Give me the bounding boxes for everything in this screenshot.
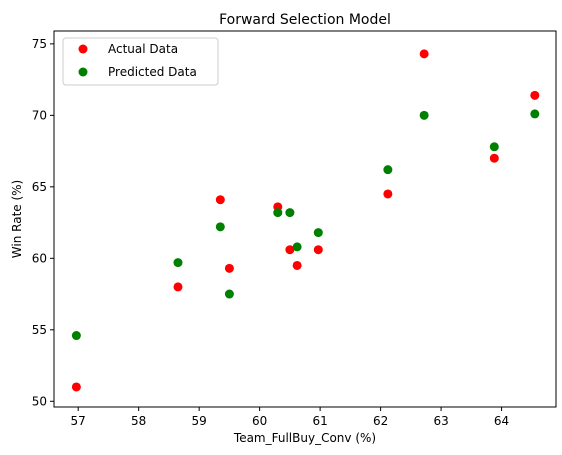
predicted-data-point — [224, 289, 234, 299]
predicted-data-point — [215, 222, 225, 232]
predicted-data-point — [313, 228, 323, 238]
legend-frame — [62, 37, 219, 86]
actual-data-point — [383, 189, 393, 199]
actual-data-point — [71, 382, 81, 392]
x-tick-label: 58 — [131, 414, 146, 428]
x-tick-label: 62 — [373, 414, 388, 428]
actual-data-point — [173, 282, 183, 292]
actual-data-point — [285, 245, 295, 255]
predicted-data-point — [71, 331, 81, 341]
x-tick-label: 64 — [494, 414, 509, 428]
predicted-data-point — [419, 110, 429, 120]
y-tick-label: 60 — [32, 251, 47, 265]
x-tick-label: 61 — [312, 414, 327, 428]
legend-label-predicted: Predicted Data — [108, 65, 197, 79]
data-points — [71, 49, 540, 392]
x-tick-label: 59 — [192, 414, 207, 428]
actual-data-point — [313, 245, 323, 255]
predicted-data-point — [489, 142, 499, 152]
legend-marker-actual — [78, 44, 88, 54]
legend: Actual Data Predicted Data — [62, 37, 219, 86]
actual-data-point — [215, 195, 225, 205]
predicted-data-point — [173, 258, 183, 268]
y-axis-label: Win Rate (%) — [10, 180, 24, 258]
y-tick-label: 50 — [32, 394, 47, 408]
y-tick-label: 65 — [32, 180, 47, 194]
x-axis-label: Team_FullBuy_Conv (%) — [233, 431, 376, 445]
y-tick-label: 75 — [32, 37, 47, 51]
actual-data-point — [292, 260, 302, 270]
x-tick-label: 63 — [433, 414, 448, 428]
y-axis-ticks: 50 55 60 65 70 75 — [32, 37, 54, 408]
x-tick-label: 57 — [71, 414, 86, 428]
y-tick-label: 70 — [32, 108, 47, 122]
actual-data-point — [419, 49, 429, 59]
y-tick-label: 55 — [32, 323, 47, 337]
chart-title: Forward Selection Model — [219, 12, 391, 28]
predicted-data-point — [285, 208, 295, 218]
plot-area-frame — [53, 30, 557, 408]
actual-data-point — [489, 153, 499, 163]
predicted-data-point — [292, 242, 302, 252]
actual-data-point — [224, 263, 234, 273]
legend-marker-predicted — [78, 67, 88, 77]
legend-label-actual: Actual Data — [108, 42, 178, 56]
actual-data-point — [530, 90, 540, 100]
x-axis-ticks: 57 58 59 60 61 62 63 64 — [71, 407, 509, 428]
predicted-data-point — [383, 165, 393, 175]
predicted-data-point — [530, 109, 540, 119]
x-tick-label: 60 — [252, 414, 267, 428]
predicted-data-point — [273, 208, 283, 218]
